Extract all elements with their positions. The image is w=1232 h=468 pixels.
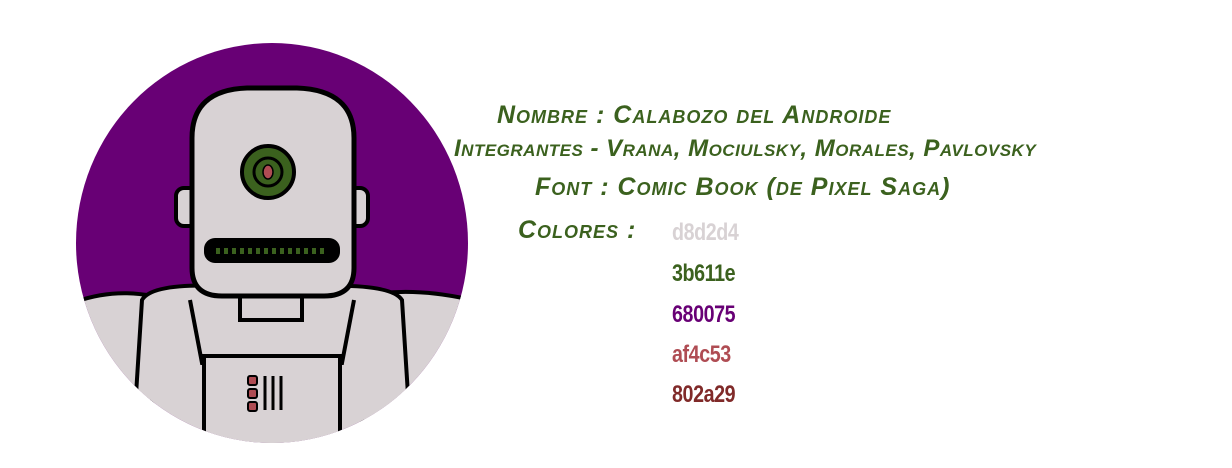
integrantes-value: Vrana, Mociulsky, Morales, Pavlovsky [606,135,1037,162]
robot-avatar [76,43,468,443]
font-value: Comic Book (de Pixel Saga) [617,173,951,201]
color-swatch-code: 3b611e [672,260,736,287]
nombre-label: Nombre : [497,101,606,129]
integrantes-line: Integrantes - Vrana, Mociulsky, Morales,… [454,134,1036,164]
font-line: Font : Comic Book (de Pixel Saga) [535,172,950,202]
color-swatch-code: af4c53 [672,341,731,368]
chest-light-middle [247,388,258,399]
colores-line: Colores : [518,215,636,245]
color-swatch-code: d8d2d4 [672,219,739,246]
nombre-line: Nombre : Calabozo del Androide [497,100,891,130]
chest-light-bottom [247,401,258,412]
nombre-value: Calabozo del Androide [613,101,892,129]
integrantes-label: Integrantes - [454,135,599,162]
color-swatch-code: 802a29 [672,381,736,408]
chest-light-top [247,375,258,386]
robot-mouth-lights [216,248,324,254]
robot-pupil [262,164,274,180]
color-swatch-code: 680075 [672,301,736,328]
colores-label: Colores : [518,216,637,244]
font-label: Font : [535,173,610,201]
